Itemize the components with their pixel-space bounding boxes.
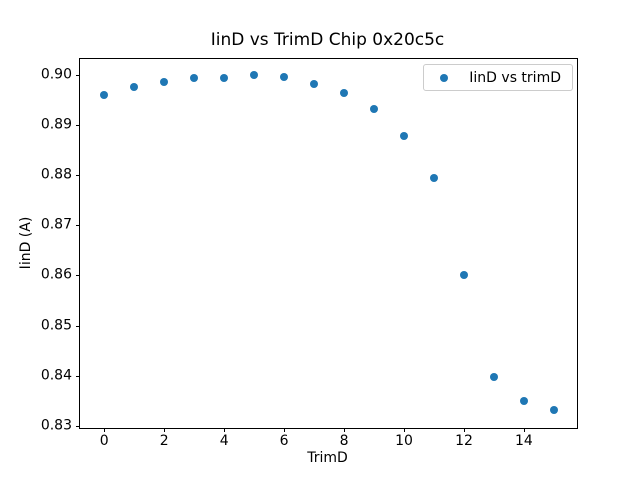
y-tick-mark	[76, 275, 80, 277]
data-point	[400, 131, 409, 140]
x-tick-label: 10	[395, 433, 413, 449]
scatter-points-layer	[80, 59, 577, 428]
x-tick-mark	[104, 428, 106, 432]
x-tick-mark	[284, 428, 286, 432]
y-tick-label: 0.83	[40, 417, 72, 434]
y-axis-label: IinD (A)	[18, 216, 34, 270]
data-point	[519, 396, 528, 405]
x-tick-label: 0	[99, 433, 109, 449]
legend-label: IinD vs trimD	[469, 69, 561, 86]
x-tick-mark	[344, 428, 346, 432]
y-tick-mark	[76, 124, 80, 126]
y-tick-mark	[76, 74, 80, 76]
y-tick-mark	[76, 325, 80, 327]
data-point	[280, 73, 289, 82]
data-point	[250, 71, 259, 80]
data-point	[220, 74, 229, 83]
y-tick-mark	[76, 225, 80, 227]
x-tick-label: 4	[219, 433, 229, 449]
y-tick-label: 0.86	[40, 266, 72, 283]
x-tick-label: 14	[515, 433, 533, 449]
x-tick-mark	[164, 428, 166, 432]
data-point	[430, 174, 438, 183]
x-axis-ticks: 0 2 4 6 8 10 12 14	[80, 59, 577, 449]
data-point	[100, 90, 109, 99]
data-point	[459, 271, 468, 280]
y-tick-label: 0.84	[40, 367, 72, 384]
x-tick-label: 2	[159, 433, 169, 449]
y-tick-label: 0.87	[40, 216, 72, 233]
y-tick-label: 0.90	[40, 66, 72, 83]
data-point	[190, 74, 199, 83]
data-point	[160, 77, 169, 86]
legend: IinD vs trimD	[423, 64, 573, 91]
y-tick-mark	[76, 375, 80, 377]
data-point	[370, 105, 379, 114]
data-point	[340, 89, 349, 98]
y-tick-label: 0.89	[40, 116, 72, 133]
x-tick-label: 6	[279, 433, 289, 449]
chart-title: IinD vs TrimD Chip 0x20c5c	[210, 30, 445, 50]
plot-area: 0.83 0.84 0.85 0.86 0.87 0.88 0.89 0.90 0 2 4 6 8 10…	[41, 58, 578, 449]
y-tick-mark	[76, 174, 80, 176]
data-point	[310, 79, 319, 88]
x-tick-mark	[523, 428, 525, 432]
y-tick-label: 0.88	[40, 166, 72, 183]
y-axis-ticks: 0.83 0.84 0.85 0.86 0.87 0.88 0.89 0.90	[41, 59, 577, 433]
x-tick-mark	[224, 428, 226, 432]
data-point	[130, 83, 139, 92]
data-point	[489, 372, 498, 381]
x-axis-label: TrimD	[307, 450, 348, 466]
legend-marker-icon	[440, 73, 449, 82]
x-tick-label: 8	[339, 433, 349, 449]
x-tick-label: 12	[455, 433, 473, 449]
y-tick-mark	[76, 425, 80, 427]
data-point	[549, 405, 558, 414]
x-tick-mark	[463, 428, 465, 432]
x-tick-mark	[404, 428, 406, 432]
y-tick-label: 0.85	[40, 317, 72, 334]
